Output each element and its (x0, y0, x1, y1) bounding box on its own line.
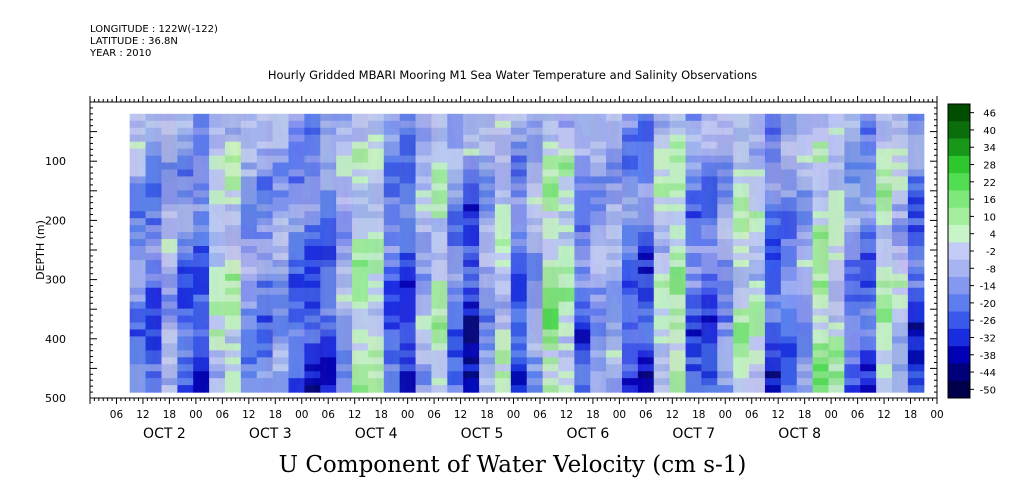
colorbar-swatch (948, 190, 970, 209)
x-hour-tick-label: 12 (136, 409, 149, 421)
y-tick-label: 200 (45, 214, 66, 227)
y-tick-label: 300 (45, 274, 66, 287)
x-hour-tick-label: 18 (798, 409, 811, 421)
year-label: YEAR : 2010 (90, 48, 152, 59)
x-hour-tick-label: 18 (692, 409, 705, 421)
heatmap-texture (129, 113, 924, 393)
x-hour-tick-label: 18 (374, 409, 387, 421)
colorbar-label: 28 (983, 161, 996, 172)
x-hour-tick-label: 06 (533, 409, 547, 421)
colorbar-label: -44 (980, 368, 996, 379)
x-hour-tick-label: 00 (930, 409, 943, 421)
colorbar-swatch (948, 225, 970, 243)
colorbar-swatch (948, 259, 970, 278)
x-hour-tick-label: 12 (454, 409, 467, 421)
x-hour-tick-label: 06 (427, 409, 441, 421)
colorbar-label: 10 (983, 212, 996, 223)
colorbar-swatch (948, 363, 970, 381)
x-hour-tick-label: 18 (269, 409, 282, 421)
colorbar-label: -26 (980, 316, 996, 327)
axes: 06 12 18 00 06 12 18 00 06 12 18 00 06 12 18 00 06 12 18 00… (34, 96, 944, 442)
x-day-label: OCT 3 (249, 426, 292, 442)
colorbar-swatch (948, 294, 970, 312)
x-hour-tick-label: 12 (877, 409, 890, 421)
colorbar-swatch (948, 104, 970, 122)
x-hour-tick-label: 06 (639, 409, 653, 421)
y-tick-label: 400 (45, 333, 66, 346)
colorbar-label: -2 (986, 247, 996, 258)
y-tick-label: 100 (45, 155, 66, 168)
x-hour-tick-label: 18 (904, 409, 917, 421)
x-hour-tick-label: 12 (348, 409, 361, 421)
colorbar-label: 34 (983, 143, 996, 154)
x-hour-tick-label: 06 (322, 409, 336, 421)
colorbar-swatch (948, 138, 970, 157)
colorbar-label: -8 (986, 264, 996, 275)
colorbar-swatch (948, 276, 970, 295)
chart-footer-title-text: U Component of Water Velocity (cm s-1) (278, 452, 747, 478)
heatmap-field (129, 113, 925, 393)
x-hour-tick-label: 06 (216, 409, 230, 421)
longitude-label: LONGITUDE : 122W(-122) (90, 24, 218, 35)
colorbar-label: -38 (980, 351, 996, 362)
x-hour-tick-label: 00 (189, 409, 202, 421)
colorbar-swatch (948, 311, 970, 330)
x-hour-tick-label: 00 (295, 409, 308, 421)
colorbar-swatch (948, 380, 970, 399)
chart-metadata: LONGITUDE : 122W(-122) LATITUDE : 36.8N … (90, 24, 218, 60)
x-hour-tick-label: 00 (824, 409, 837, 421)
colorbar-swatch (948, 121, 970, 139)
x-hour-tick-label: 12 (242, 409, 255, 421)
colorbar: 46 40 34 28 22 16 10 4 -2 -8 -14 -20 -26 -32 -38 -44 -50 (947, 103, 996, 399)
x-hour-tick-label: 12 (666, 409, 679, 421)
x-day-label: OCT 5 (461, 426, 504, 442)
colorbar-label: -20 (980, 299, 996, 310)
colorbar-label: 4 (990, 230, 996, 241)
x-hour-tick-label: 12 (772, 409, 785, 421)
x-hour-tick-label: 00 (613, 409, 626, 421)
y-tick-label: 500 (45, 392, 66, 405)
colorbar-label: 40 (983, 126, 996, 137)
x-hour-tick-label: 18 (480, 409, 493, 421)
colorbar-label: 16 (983, 195, 996, 206)
colorbar-label: -14 (980, 282, 996, 293)
colorbar-label: -50 (980, 385, 996, 396)
x-day-label: OCT 6 (567, 426, 610, 442)
y-axis-label: DEPTH (m) (34, 220, 47, 280)
x-hour-tick-label: 18 (163, 409, 176, 421)
x-hour-tick-label: 06 (110, 409, 124, 421)
latitude-label: LATITUDE : 36.8N (90, 36, 178, 47)
heatmap-chart: 06 12 18 00 06 12 18 00 06 12 18 00 06 12 18 00 06 12 18 00… (34, 96, 996, 442)
colorbar-label: 46 (983, 109, 996, 120)
colorbar-swatch (948, 328, 970, 347)
colorbar-swatch (948, 155, 970, 174)
x-hour-tick-label: 06 (851, 409, 865, 421)
x-hour-tick-label: 06 (745, 409, 759, 421)
chart-title: Hourly Gridded MBARI Mooring M1 Sea Wate… (0, 68, 1009, 82)
colorbar-swatch (948, 173, 970, 191)
colorbar-label: -32 (980, 333, 996, 344)
x-day-label: OCT 2 (143, 426, 186, 442)
colorbar-swatch (948, 242, 970, 260)
x-day-label: OCT 7 (672, 426, 715, 442)
chart-footer-title: U Component of Water Velocity (cm s-1) (0, 452, 1009, 478)
x-hour-tick-label: 00 (507, 409, 520, 421)
colorbar-swatch (948, 207, 970, 226)
colorbar-swatch (948, 346, 970, 364)
x-day-label: OCT 8 (778, 426, 821, 442)
x-hour-tick-label: 12 (560, 409, 573, 421)
x-hour-tick-label: 18 (586, 409, 599, 421)
x-day-label: OCT 4 (355, 426, 398, 442)
chart-title-text: Hourly Gridded MBARI Mooring M1 Sea Wate… (267, 68, 758, 82)
x-hour-tick-label: 00 (719, 409, 732, 421)
x-hour-tick-label: 00 (401, 409, 414, 421)
colorbar-label: 22 (983, 178, 996, 189)
